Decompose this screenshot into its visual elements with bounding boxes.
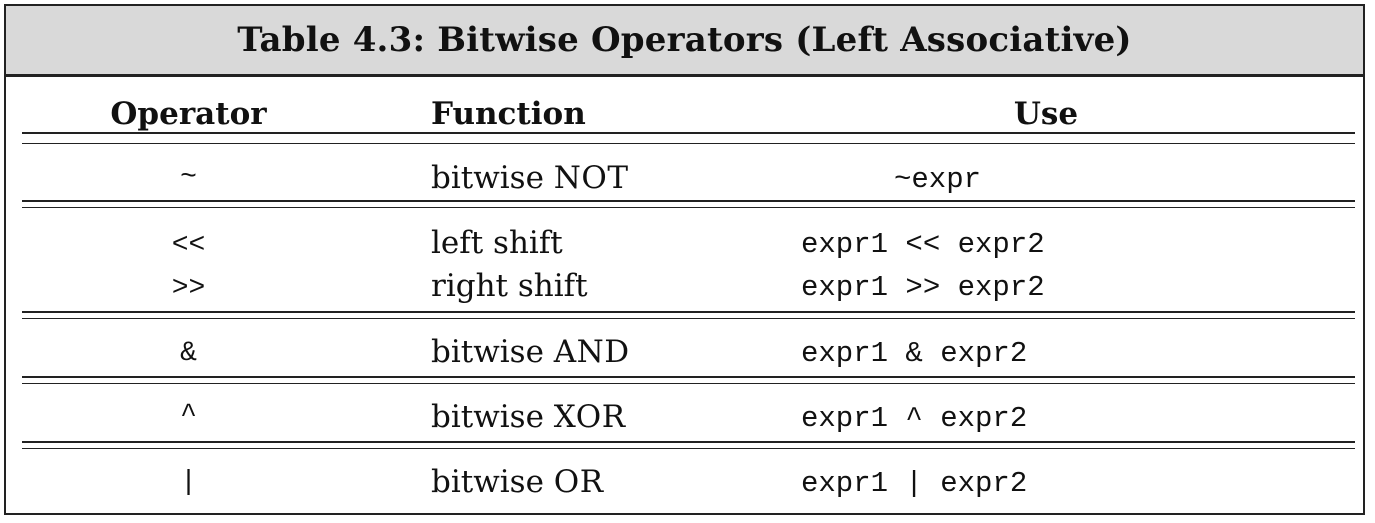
group-rule-2a bbox=[22, 311, 1355, 313]
operator-and: & bbox=[180, 338, 197, 369]
use-xor: expr1 ^ expr2 bbox=[801, 402, 1028, 435]
function-right-shift: right shift bbox=[431, 268, 588, 304]
group-rule-4a bbox=[22, 441, 1355, 443]
header-rule-top bbox=[22, 132, 1355, 134]
group-rule-3a bbox=[22, 376, 1355, 378]
function-xor-prefix: bitwise bbox=[431, 399, 554, 435]
function-or-prefix: bitwise bbox=[431, 464, 554, 500]
group-rule-1b bbox=[22, 207, 1355, 208]
group-rule-3b bbox=[22, 383, 1355, 384]
function-not-keyword: NOT bbox=[553, 160, 629, 196]
table-title-bar: Table 4.3: Bitwise Operators (Left Assoc… bbox=[6, 6, 1363, 77]
use-or: expr1 | expr2 bbox=[801, 467, 1028, 500]
use-and: expr1 & expr2 bbox=[801, 337, 1028, 370]
operators-table: Table 4.3: Bitwise Operators (Left Assoc… bbox=[4, 4, 1365, 515]
use-not: ~expr bbox=[894, 163, 982, 196]
group-rule-4b bbox=[22, 448, 1355, 449]
function-and: bitwise AND bbox=[431, 332, 731, 372]
function-not: bitwise NOT bbox=[431, 158, 731, 198]
use-left-shift: expr1 << expr2 bbox=[801, 228, 1045, 261]
function-and-keyword: AND bbox=[553, 334, 630, 370]
operator-left-shift: << bbox=[171, 230, 206, 261]
operator-right-shift: >> bbox=[171, 273, 206, 304]
header-function: Function bbox=[431, 96, 586, 132]
function-xor: bitwise XOR bbox=[431, 397, 731, 437]
operator-or: | bbox=[180, 467, 197, 498]
function-or-keyword: OR bbox=[553, 464, 604, 500]
operator-not: ~ bbox=[180, 162, 197, 193]
header-operator: Operator bbox=[110, 96, 267, 132]
group-rule-1a bbox=[22, 200, 1355, 202]
header-rule-bottom bbox=[22, 143, 1355, 144]
header-use: Use bbox=[1013, 96, 1079, 132]
function-or: bitwise OR bbox=[431, 462, 731, 502]
table-title: Table 4.3: Bitwise Operators (Left Assoc… bbox=[237, 20, 1132, 60]
function-and-prefix: bitwise bbox=[431, 334, 554, 370]
group-rule-2b bbox=[22, 318, 1355, 319]
function-not-prefix: bitwise bbox=[431, 160, 554, 196]
function-xor-keyword: XOR bbox=[553, 399, 626, 435]
function-left-shift: left shift bbox=[431, 225, 563, 261]
operator-xor: ^ bbox=[180, 400, 197, 431]
use-right-shift: expr1 >> expr2 bbox=[801, 271, 1045, 304]
